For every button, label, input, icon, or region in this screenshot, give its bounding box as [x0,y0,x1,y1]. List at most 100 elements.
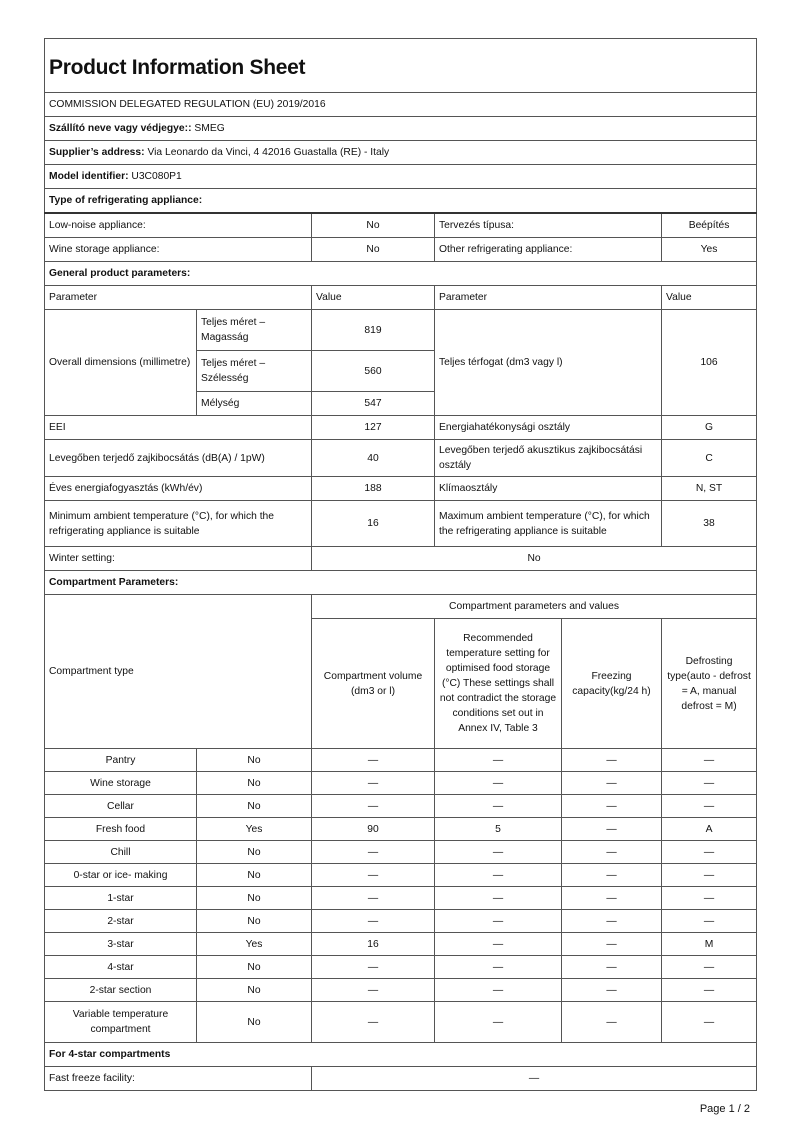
compartment-freezing: — [561,886,662,910]
compartment-name: Fresh food [44,817,197,841]
compartment-temp: — [434,1001,562,1043]
compartment-temp: — [434,909,562,933]
page-title: Product Information Sheet [43,38,758,93]
compartment-temp: — [434,771,562,795]
value: No [311,237,435,262]
compartment-freezing: — [561,840,662,864]
compartment-present: Yes [196,932,312,956]
compartment-temp: — [434,955,562,979]
value: 16 [311,500,435,547]
compartment-defrost: — [660,955,758,979]
label: Maximum ambient temperature (°C), for wh… [434,500,662,547]
compartment-volume: — [311,1001,435,1043]
compartment-temp: — [434,840,562,864]
value: 40 [311,439,435,477]
defrost-header: Defrosting type(auto - defrost = A, manu… [660,618,758,749]
compartment-volume: 16 [311,932,435,956]
label: Minimum ambient temperature (°C), for wh… [44,500,312,547]
label: Energiahatékonysági osztály [434,415,662,440]
type-row: Low-noise appliance: No Tervezés típusa: Be… [44,212,758,238]
compartment-present: No [196,1001,312,1043]
compartment-volume: — [311,909,435,933]
compartment-name: Pantry [44,748,197,772]
temperature-header: Recommended temperature setting for opti… [434,618,562,749]
compartment-temp: — [434,932,562,956]
general-heading: General product parameters: [43,261,758,286]
compartment-row: 0-star or ice- making No — — — — [44,863,758,887]
compartment-defrost: — [660,840,758,864]
compartment-row: 2-star No — — — — [44,909,758,933]
compartment-freezing: — [561,817,662,841]
compartment-volume: — [311,794,435,818]
header: Parameter [434,285,662,310]
compartment-name: 1-star [44,886,197,910]
compartment-volume: — [311,840,435,864]
compartment-freezing: — [561,771,662,795]
type-heading: Type of refrigerating appliance: [43,188,758,214]
header: Value [660,285,758,310]
volume-value: 106 [660,309,758,416]
type-row: Wine storage appliance: No Other refrigera… [44,237,758,262]
label: EEI [44,415,312,440]
compartment-present: No [196,909,312,933]
compartment-temp: 5 [434,817,562,841]
value: SMEG [194,123,225,134]
compartment-name: 2-star [44,909,197,933]
compartment-defrost: — [660,1001,758,1043]
header: Parameter [44,285,312,310]
compartment-name: 0-star or ice- making [44,863,197,887]
winter-row: Winter setting: No [44,546,758,571]
compartment-present: No [196,886,312,910]
general-row: Levegőben terjedő zajkibocsátás (dB(A) /… [44,439,758,477]
header: Value [311,285,435,310]
regulation: COMMISSION DELEGATED REGULATION (EU) 201… [43,92,758,117]
compartment-freezing: — [561,748,662,772]
compartment-row: Wine storage No — — — — [44,771,758,795]
compartment-freezing: — [561,909,662,933]
value: 127 [311,415,435,440]
compartment-group-header: Compartment parameters and values [310,594,758,619]
label: Éves energiafogyasztás (kWh/év) [44,476,312,501]
compartment-present: No [196,863,312,887]
compartment-temp: — [434,978,562,1002]
compartment-name: Chill [44,840,197,864]
compartment-present: Yes [196,817,312,841]
label: Winter setting: [44,546,312,571]
compartment-defrost: — [660,771,758,795]
depth-value: 547 [311,391,435,416]
compartment-freezing: — [561,863,662,887]
label: Fast freeze facility: [44,1066,312,1091]
compartment-defrost: — [660,748,758,772]
label: Szállító neve vagy védjegye:: [49,123,192,134]
page-number: Page 1 / 2 [699,1103,750,1115]
product-information-table: Product Information Sheet COMMISSION DEL… [43,38,758,1091]
compartment-present: No [196,748,312,772]
compartment-volume: — [311,863,435,887]
compartment-defrost: — [660,886,758,910]
compartment-temp: — [434,794,562,818]
value: Yes [660,237,758,262]
compartment-volume: — [311,886,435,910]
compartment-row: Cellar No — — — — [44,794,758,818]
general-row: Minimum ambient temperature (°C), for wh… [44,500,758,547]
value: — [310,1066,758,1091]
compartment-volume: — [311,978,435,1002]
value: G [660,415,758,440]
compartment-row: Pantry No — — — — [44,748,758,772]
compartment-defrost: — [660,978,758,1002]
label: Levegőben terjedő akusztikus zajkibocsát… [434,439,662,477]
compartment-name: Variable temperature compartment [44,1001,197,1043]
compartment-row: 2-star section No — — — — [44,978,758,1002]
compartment-volume: 90 [311,817,435,841]
model-identifier: Model identifier: U3C080P1 [43,164,758,189]
value: Via Leonardo da Vinci, 4 42016 Guastalla… [147,147,390,158]
compartment-volume: — [311,955,435,979]
volume-label: Teljes térfogat (dm3 vagy l) [434,309,662,416]
volume-header: Compartment volume (dm3 or l) [311,618,435,749]
general-header: Parameter Value Parameter Value [44,285,758,310]
compartment-volume: — [311,748,435,772]
freezing-header: Freezing capacity(kg/24 h) [561,618,662,749]
label: Levegőben terjedő zajkibocsátás (dB(A) /… [44,439,312,477]
value: C [660,439,758,477]
compartment-name: 2-star section [44,978,197,1002]
